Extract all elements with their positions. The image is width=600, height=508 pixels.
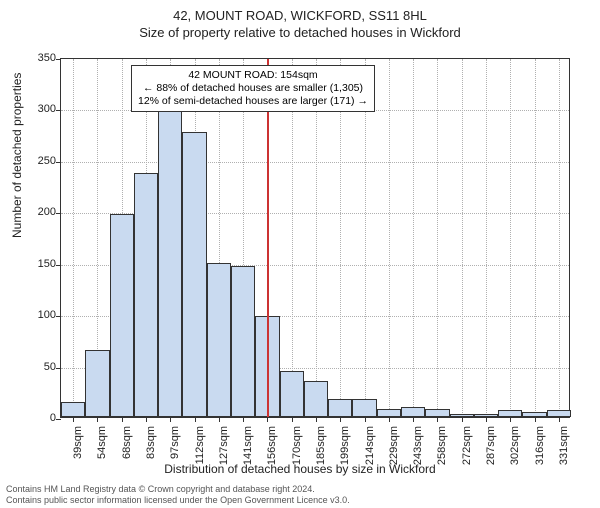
bar [352,399,376,418]
annotation-line-3: 12% of semi-detached houses are larger (… [138,95,368,108]
annotation-line-2: ← 88% of detached houses are smaller (1,… [138,82,368,95]
y-axis-label: Number of detached properties [10,73,24,238]
y-tick-label: 150 [28,258,56,270]
footer: Contains HM Land Registry data © Crown c… [6,484,350,506]
bar [110,214,134,417]
bar [134,173,158,417]
chart-container: 42, MOUNT ROAD, WICKFORD, SS11 8HL Size … [0,8,600,508]
x-axis-label: Distribution of detached houses by size … [0,462,600,476]
title: 42, MOUNT ROAD, WICKFORD, SS11 8HL [0,8,600,23]
plot-wrap: 050100150200250300350 42 MOUNT ROAD: 154… [60,58,570,418]
bar [231,266,255,417]
y-tick-label: 50 [28,361,56,373]
y-tick-label: 350 [28,52,56,64]
bar [61,402,85,417]
bar [377,409,401,417]
plot-area: 42 MOUNT ROAD: 154sqm ← 88% of detached … [60,58,570,418]
bars-group [61,59,569,417]
y-tick-label: 200 [28,206,56,218]
y-tick-label: 0 [28,412,56,424]
footer-line-1: Contains HM Land Registry data © Crown c… [6,484,350,495]
bar [85,350,109,417]
bar [280,371,304,417]
bar [182,132,206,417]
bar [547,410,571,417]
annotation-box: 42 MOUNT ROAD: 154sqm ← 88% of detached … [131,65,375,112]
bar [328,399,352,418]
footer-line-2: Contains public sector information licen… [6,495,350,506]
bar [304,381,328,417]
bar [401,407,425,417]
bar [207,263,231,417]
y-tick-label: 300 [28,103,56,115]
bar [498,410,522,417]
bar [425,409,449,417]
annotation-line-1: 42 MOUNT ROAD: 154sqm [138,69,368,82]
subtitle: Size of property relative to detached ho… [0,25,600,40]
y-tick-label: 100 [28,309,56,321]
bar [158,102,182,417]
y-tick-label: 250 [28,155,56,167]
